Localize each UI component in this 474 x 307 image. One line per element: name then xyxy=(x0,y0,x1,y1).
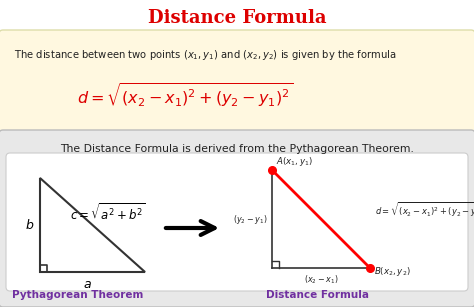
Text: $a$: $a$ xyxy=(83,278,92,292)
Text: The Distance Formula is derived from the Pythagorean Theorem.: The Distance Formula is derived from the… xyxy=(60,144,414,154)
Text: $d = \sqrt{(x_2 - x_1)^2 + (y_2 - y_1)^2}$: $d = \sqrt{(x_2 - x_1)^2 + (y_2 - y_1)^2… xyxy=(375,200,474,220)
Text: $c = \sqrt{a^2 + b^2}$: $c = \sqrt{a^2 + b^2}$ xyxy=(70,202,146,223)
Text: Pythagorean Theorem: Pythagorean Theorem xyxy=(12,290,144,300)
Text: $d = \sqrt{(x_2 - x_1)^2 + (y_2 - y_1)^2}$: $d = \sqrt{(x_2 - x_1)^2 + (y_2 - y_1)^2… xyxy=(77,81,293,109)
Text: $(x_2 - x_1)$: $(x_2 - x_1)$ xyxy=(304,274,338,286)
Text: $A(x_1, y_1)$: $A(x_1, y_1)$ xyxy=(276,154,313,168)
FancyBboxPatch shape xyxy=(6,153,468,291)
Text: Distance Formula: Distance Formula xyxy=(266,290,370,300)
Text: The distance between two points $(x_1, y_1)$ and $(x_2, y_2)$ is given by the fo: The distance between two points $(x_1, y… xyxy=(14,48,397,62)
Text: $(y_2 - y_1)$: $(y_2 - y_1)$ xyxy=(233,212,267,226)
FancyBboxPatch shape xyxy=(0,30,474,136)
Text: Distance Formula: Distance Formula xyxy=(148,9,326,27)
Text: $B(x_2, y_2)$: $B(x_2, y_2)$ xyxy=(374,266,410,278)
Text: $b$: $b$ xyxy=(25,218,35,232)
FancyBboxPatch shape xyxy=(0,130,474,307)
FancyBboxPatch shape xyxy=(1,1,473,34)
